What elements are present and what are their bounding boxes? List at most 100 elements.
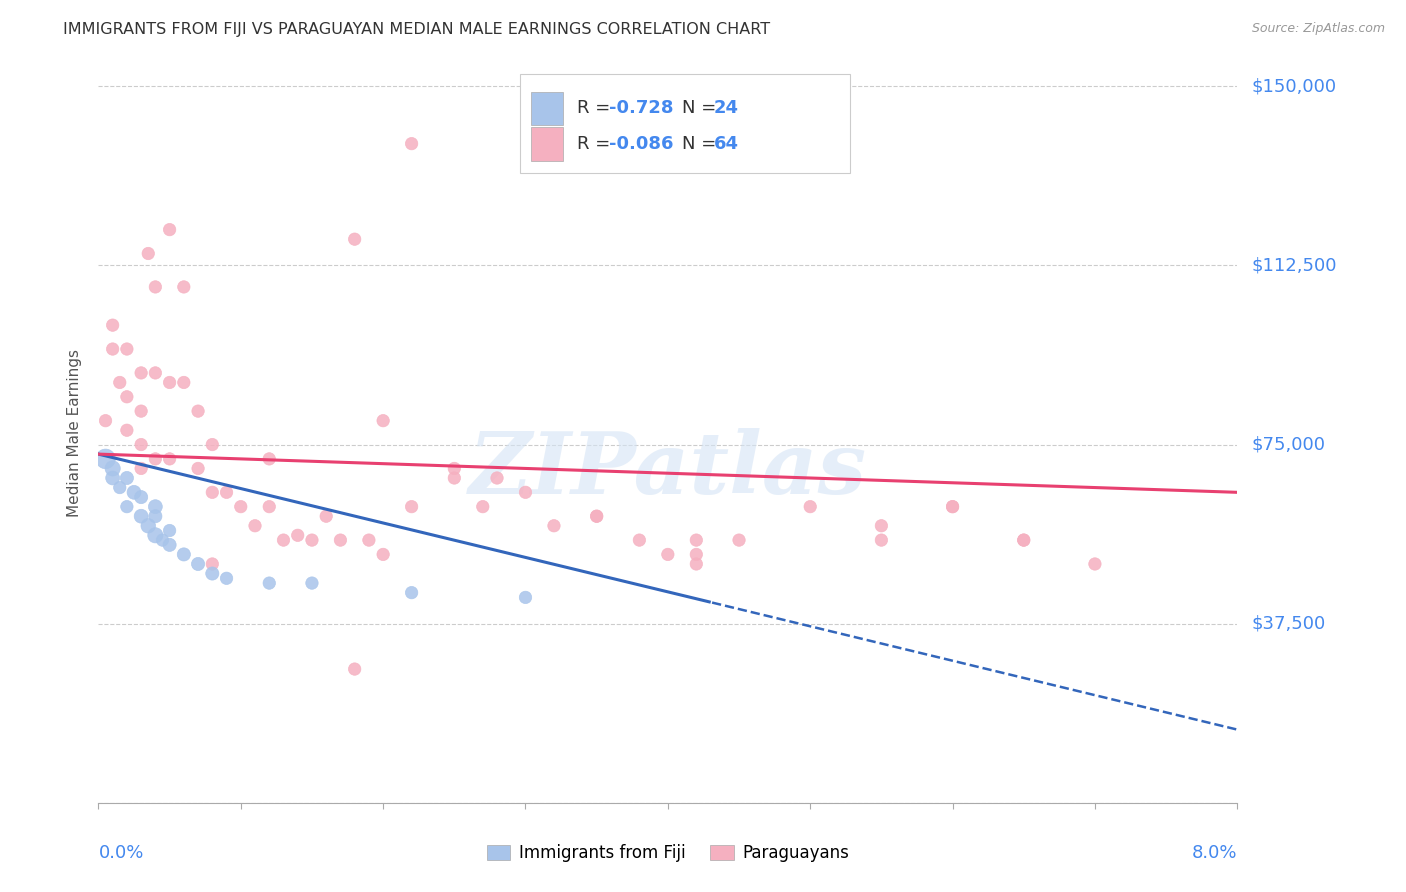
Point bbox=[145, 366, 167, 380]
Point bbox=[94, 414, 117, 428]
Point bbox=[101, 461, 124, 475]
Point bbox=[145, 280, 167, 294]
Point bbox=[145, 509, 167, 524]
Point bbox=[657, 548, 679, 562]
Point bbox=[108, 376, 131, 390]
Point bbox=[201, 437, 224, 451]
Point bbox=[543, 518, 565, 533]
Point bbox=[173, 548, 195, 562]
Point bbox=[273, 533, 295, 547]
Point bbox=[159, 524, 181, 538]
Point bbox=[870, 518, 893, 533]
Point bbox=[628, 533, 651, 547]
Text: $75,000: $75,000 bbox=[1251, 435, 1326, 453]
Point bbox=[122, 485, 145, 500]
Text: ZIPatlas: ZIPatlas bbox=[468, 428, 868, 511]
FancyBboxPatch shape bbox=[531, 92, 562, 125]
Point bbox=[129, 366, 152, 380]
Point bbox=[129, 509, 152, 524]
Text: $37,500: $37,500 bbox=[1251, 615, 1326, 632]
Point bbox=[371, 414, 394, 428]
Text: N =: N = bbox=[682, 135, 721, 153]
Point bbox=[401, 136, 423, 151]
Point bbox=[685, 548, 707, 562]
Point bbox=[101, 318, 124, 333]
Text: -0.728: -0.728 bbox=[609, 99, 673, 118]
Point bbox=[145, 500, 167, 514]
Point bbox=[201, 557, 224, 571]
Point bbox=[129, 437, 152, 451]
Point bbox=[443, 471, 465, 485]
Point bbox=[329, 533, 352, 547]
Point bbox=[173, 280, 195, 294]
Text: IMMIGRANTS FROM FIJI VS PARAGUAYAN MEDIAN MALE EARNINGS CORRELATION CHART: IMMIGRANTS FROM FIJI VS PARAGUAYAN MEDIA… bbox=[63, 22, 770, 37]
Text: $150,000: $150,000 bbox=[1251, 78, 1336, 95]
Point bbox=[486, 471, 509, 485]
Point bbox=[870, 533, 893, 547]
Point bbox=[201, 566, 224, 581]
Point bbox=[471, 500, 494, 514]
Text: 24: 24 bbox=[713, 99, 738, 118]
Point bbox=[259, 500, 281, 514]
Point bbox=[515, 485, 537, 500]
Point bbox=[1012, 533, 1035, 547]
Point bbox=[401, 500, 423, 514]
Point bbox=[301, 576, 323, 591]
Point bbox=[942, 500, 965, 514]
Point bbox=[187, 557, 209, 571]
Point bbox=[301, 533, 323, 547]
Point bbox=[94, 451, 117, 466]
Point bbox=[129, 404, 152, 418]
Point bbox=[685, 557, 707, 571]
Point bbox=[201, 485, 224, 500]
Point bbox=[243, 518, 266, 533]
Text: 0.0%: 0.0% bbox=[98, 844, 143, 862]
Point bbox=[215, 571, 238, 585]
Point bbox=[129, 490, 152, 504]
Point bbox=[187, 404, 209, 418]
Text: 8.0%: 8.0% bbox=[1192, 844, 1237, 862]
Point bbox=[115, 423, 138, 437]
Y-axis label: Median Male Earnings: Median Male Earnings bbox=[67, 349, 83, 516]
Point bbox=[136, 246, 159, 260]
Point bbox=[115, 390, 138, 404]
Point bbox=[799, 500, 821, 514]
Text: R =: R = bbox=[576, 99, 616, 118]
Point bbox=[136, 518, 159, 533]
Text: 64: 64 bbox=[713, 135, 738, 153]
Point bbox=[585, 509, 607, 524]
Point bbox=[159, 538, 181, 552]
Point bbox=[101, 471, 124, 485]
Text: -0.086: -0.086 bbox=[609, 135, 673, 153]
Point bbox=[585, 509, 607, 524]
Point bbox=[159, 222, 181, 236]
Point bbox=[101, 342, 124, 356]
Text: N =: N = bbox=[682, 99, 721, 118]
Point bbox=[259, 576, 281, 591]
Text: $112,500: $112,500 bbox=[1251, 256, 1337, 275]
Point bbox=[187, 461, 209, 475]
Point bbox=[229, 500, 252, 514]
Point bbox=[443, 461, 465, 475]
Point bbox=[728, 533, 751, 547]
Point bbox=[357, 533, 380, 547]
Point bbox=[129, 461, 152, 475]
Point bbox=[145, 528, 167, 542]
Point bbox=[685, 533, 707, 547]
Text: R =: R = bbox=[576, 135, 616, 153]
Point bbox=[1084, 557, 1107, 571]
Point bbox=[115, 471, 138, 485]
Point bbox=[159, 376, 181, 390]
Point bbox=[259, 451, 281, 466]
Point bbox=[1012, 533, 1035, 547]
Legend: Immigrants from Fiji, Paraguayans: Immigrants from Fiji, Paraguayans bbox=[481, 838, 855, 869]
Point bbox=[343, 232, 366, 246]
Point bbox=[152, 533, 174, 547]
Point bbox=[315, 509, 337, 524]
Point bbox=[215, 485, 238, 500]
FancyBboxPatch shape bbox=[531, 128, 562, 161]
Point bbox=[287, 528, 309, 542]
Point bbox=[108, 481, 131, 495]
Point bbox=[145, 451, 167, 466]
Point bbox=[115, 342, 138, 356]
